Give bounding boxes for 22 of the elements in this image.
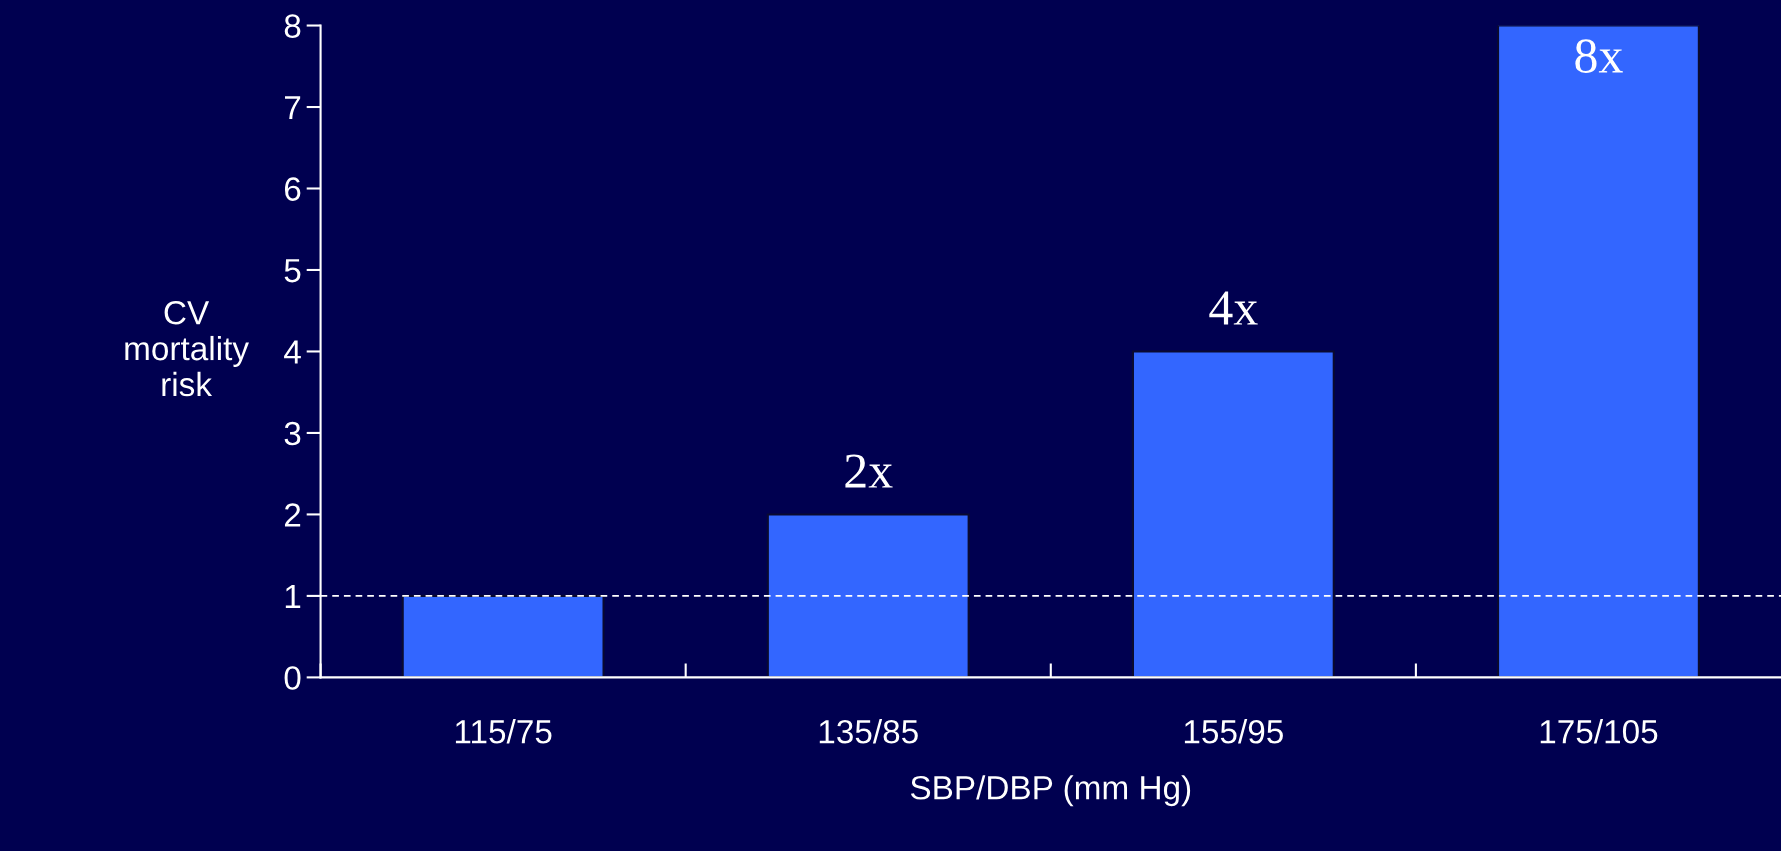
bar (1131, 350, 1335, 678)
data-label: 8x (1575, 39, 1623, 73)
y-tick-label: 4 (284, 340, 301, 364)
x-tick-label: 175/105 (1540, 719, 1658, 744)
y-tick-label: 2 (284, 503, 301, 527)
y-axis-title: CV mortality risk (125, 300, 249, 397)
y-tick-label: 3 (284, 421, 301, 446)
bar (1497, 25, 1700, 678)
bar (766, 513, 970, 678)
y-tick-label: 1 (285, 585, 301, 608)
data-label: 4x (1209, 291, 1258, 325)
x-tick-label: 155/95 (1184, 719, 1283, 744)
x-axis-title: SBP/DBP (mm Hg) (910, 775, 1191, 807)
y-tick-label: 6 (284, 177, 301, 201)
x-tick-label: 135/85 (819, 719, 918, 744)
bar (401, 594, 605, 678)
y-tick-label: 7 (285, 96, 301, 120)
y-tick-label: 5 (284, 259, 301, 283)
y-tick-label: 8 (284, 14, 301, 38)
data-label: 2x (845, 454, 893, 488)
x-tick-label: 115/75 (455, 719, 552, 744)
y-tick-label: 0 (284, 666, 301, 690)
